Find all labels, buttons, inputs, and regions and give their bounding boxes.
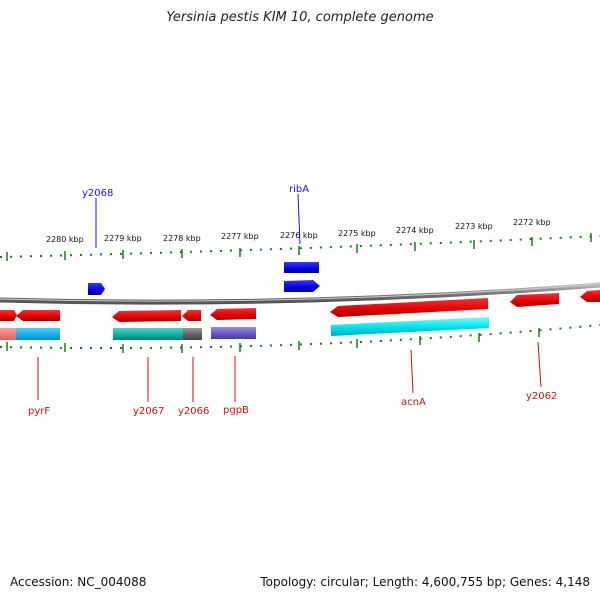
genome-title: Yersinia pestis KIM 10, complete genome <box>166 10 434 25</box>
outer-major-ticks <box>6 233 592 261</box>
scale-label: 2277 kbp <box>221 232 259 241</box>
gene-label-pyrF[interactable]: pyrF <box>28 406 50 417</box>
gene-arrow-ribA-2[interactable] <box>284 280 320 292</box>
genome-info-text: Topology: circular; Length: 4,600,755 bp… <box>260 575 590 589</box>
gene-label-y2062[interactable]: y2062 <box>526 391 557 402</box>
inner-scale-ring <box>0 324 600 350</box>
gene-label-acnA[interactable]: acnA <box>401 397 426 408</box>
feature-bar-azure[interactable] <box>16 328 60 340</box>
scale-label: 2274 kbp <box>396 226 434 235</box>
gene-arrow-y2068[interactable] <box>88 283 105 295</box>
scale-label: 2278 kbp <box>163 234 201 243</box>
gene-arrow-acnA[interactable] <box>330 298 488 317</box>
inner-major-ticks <box>6 328 540 353</box>
scale-labels: 2280 kbp 2279 kbp 2278 kbp 2277 kbp 2276… <box>46 218 551 244</box>
scale-label: 2273 kbp <box>455 222 493 231</box>
gene-arrow-y2066[interactable] <box>182 310 201 321</box>
feature-bar-cyan[interactable] <box>331 317 489 336</box>
feature-bar-teal[interactable] <box>113 328 183 340</box>
outer-scale-ring <box>0 235 600 258</box>
bottom-leader-lines <box>37 341 542 402</box>
gene-arrow-pyrF[interactable] <box>16 310 60 321</box>
gene-label-y2067[interactable]: y2067 <box>133 406 164 417</box>
gene-label-ribA[interactable]: ribA <box>289 184 309 195</box>
leader-line-ribA <box>297 193 301 245</box>
gene-arrow-pyrF-left[interactable] <box>0 310 17 321</box>
gene-arrow-ribA-1[interactable] <box>284 262 319 273</box>
accession-text: Accession: NC_004088 <box>10 575 147 589</box>
feature-bar-pink[interactable] <box>0 328 16 340</box>
scale-label: 2272 kbp <box>513 218 551 227</box>
gene-arrow-pgpB[interactable] <box>210 308 256 320</box>
scale-label: 2280 kbp <box>46 235 84 244</box>
gene-arrow-right-edge[interactable] <box>580 290 600 302</box>
gene-label-y2068[interactable]: y2068 <box>82 188 113 199</box>
feature-bar-purple[interactable] <box>211 327 256 339</box>
gene-arrow-y2067[interactable] <box>112 310 181 322</box>
gene-label-pgpB[interactable]: pgpB <box>223 405 249 416</box>
scale-label: 2276 kbp <box>280 231 318 240</box>
feature-bar-gray[interactable] <box>183 328 202 340</box>
genome-backbone <box>0 282 600 305</box>
gene-arrow-y2062[interactable] <box>510 293 559 307</box>
scale-label: 2279 kbp <box>104 234 142 243</box>
gene-label-y2066[interactable]: y2066 <box>178 406 209 417</box>
scale-label: 2275 kbp <box>338 229 376 238</box>
